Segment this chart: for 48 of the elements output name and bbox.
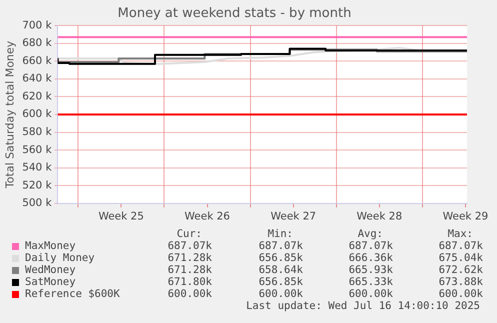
text: Cur: (176, 228, 202, 240)
y-tick-label: 680 k (22, 37, 53, 50)
y-tick-label: 560 k (22, 144, 53, 156)
text: 600.00k (258, 288, 303, 300)
text: 675.04k (438, 252, 483, 264)
y-tick-label: 540 k (22, 162, 53, 174)
y-tick-label: 700 k (22, 19, 53, 32)
text: 687.07k (166, 240, 212, 252)
y-tick-label: 520 k (22, 179, 53, 192)
x-tick-label: Week 27 (270, 210, 316, 222)
text: 600.00k (438, 288, 483, 300)
x-tick-label: Week 29 (442, 210, 488, 222)
text: 672.62k (438, 264, 483, 276)
text: Min: (266, 228, 293, 240)
legend-label: Reference $600K (25, 288, 120, 300)
text: 687.07k (438, 240, 483, 252)
y-tick-label: 500 k (22, 197, 53, 210)
text: 658.64k (258, 264, 303, 276)
text: 665.33k (348, 276, 393, 288)
text: 665.93k (348, 264, 393, 276)
y-tick-label: 660 k (22, 54, 53, 67)
text: Avg: (356, 228, 383, 240)
text: 600.00k (348, 288, 393, 300)
x-tick-label: Week 26 (184, 210, 230, 222)
chart-title: Money at weekend stats - by month (118, 6, 352, 22)
text: 673.88k (438, 276, 483, 288)
text: 656.85k (258, 252, 303, 264)
x-tick-label: Week 28 (356, 210, 402, 222)
text: Max: (446, 228, 473, 240)
x-tick-label: Week 25 (98, 210, 144, 222)
y-tick-label: 620 k (22, 90, 53, 102)
text: 666.36k (348, 252, 393, 264)
text: 671.80k (166, 276, 212, 288)
text: 687.07k (348, 240, 393, 252)
legend-label: Daily Money (25, 252, 95, 264)
y-axis-title: Total Saturday total Money (3, 40, 16, 190)
text: 671.28k (166, 264, 212, 276)
text: 600.00k (166, 288, 212, 300)
y-tick-label: 600 k (22, 108, 53, 120)
y-tick-label: 640 k (22, 72, 53, 85)
text: 687.07k (258, 240, 303, 252)
text: Last update: Wed Jul 16 14:00:10 2025 (246, 300, 480, 312)
y-tick-label: 580 k (22, 126, 53, 138)
legend-label: WedMoney (25, 264, 76, 276)
text: 656.85k (258, 276, 303, 288)
legend-label: SatMoney (25, 276, 76, 288)
text: 671.28k (166, 252, 212, 264)
legend-label: MaxMoney (25, 240, 76, 252)
